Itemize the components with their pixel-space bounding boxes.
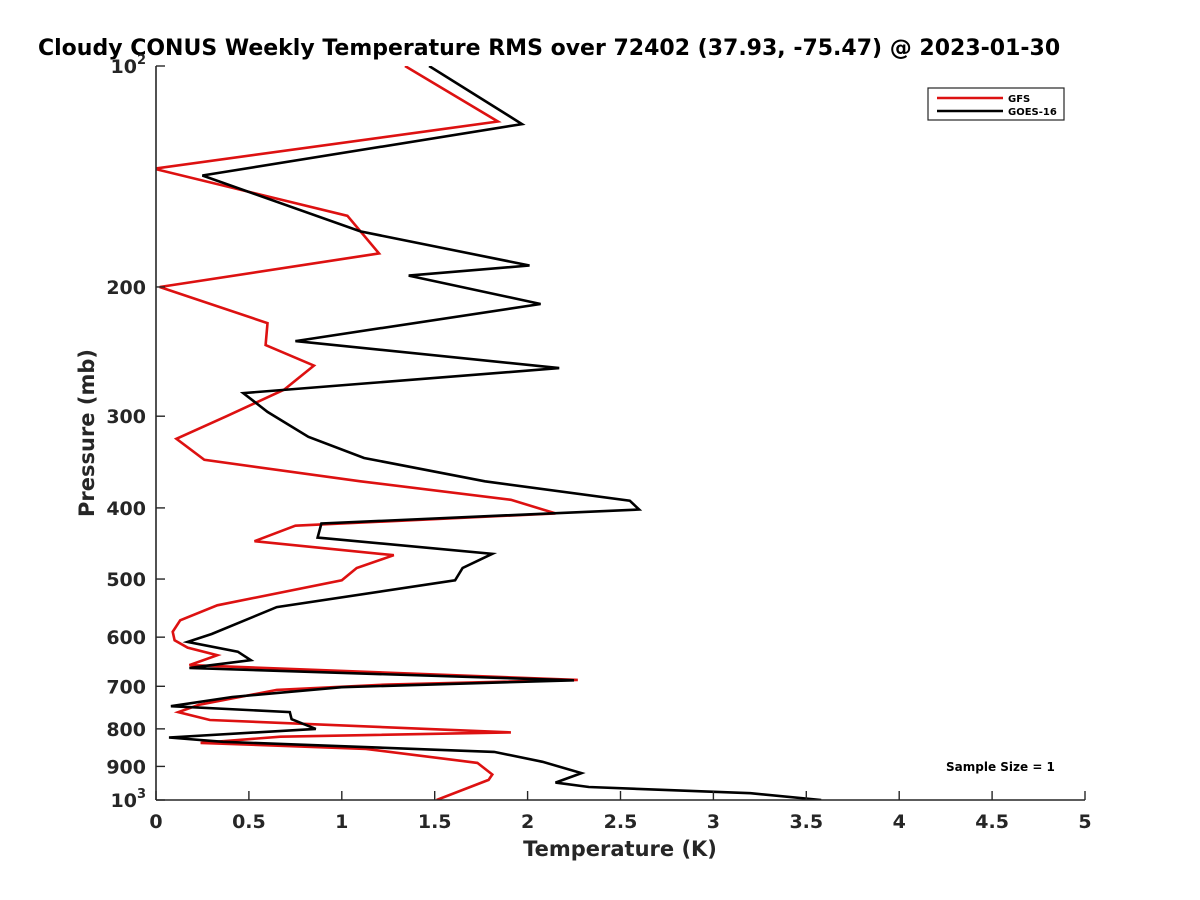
y-tick-label: 800	[106, 719, 146, 741]
x-tick-label: 0	[149, 811, 162, 833]
y-tick-label: 900	[106, 756, 146, 778]
x-tick-label: 1.5	[418, 811, 452, 833]
plot-area	[156, 66, 822, 800]
y-tick-label: 600	[106, 627, 146, 649]
y-tick-label: 102	[111, 53, 147, 78]
x-tick-label: 4	[893, 811, 906, 833]
x-tick-label: 5	[1078, 811, 1091, 833]
y-tick-label: 300	[106, 406, 146, 428]
x-tick-label: 2.5	[604, 811, 638, 833]
chart-title: Cloudy CONUS Weekly Temperature RMS over…	[38, 36, 1060, 61]
series-line-gfs	[156, 66, 578, 800]
x-axis-label: Temperature (K)	[523, 837, 717, 861]
x-tick-label: 3	[707, 811, 720, 833]
legend-label-gfs: GFS	[1008, 94, 1030, 105]
x-tick-label: 2	[521, 811, 534, 833]
y-axis-ticks: 102 200 300 400 500 600 700 800 900 103	[106, 53, 165, 812]
series-layer	[156, 66, 822, 800]
legend: GFS GOES-16	[927, 87, 1065, 121]
sample-size-annotation: Sample Size = 1	[946, 760, 1055, 774]
series-line-goes-16	[168, 66, 822, 800]
y-tick-label: 400	[106, 498, 146, 520]
legend-box	[927, 87, 1065, 121]
x-tick-label: 0.5	[232, 811, 266, 833]
y-tick-label: 103	[111, 787, 147, 812]
y-tick-label: 200	[106, 277, 146, 299]
y-tick-label: 700	[106, 676, 146, 698]
x-axis-ticks: 0 0.5 1 1.5 2 2.5 3 3.5 4 4.5 5	[149, 791, 1092, 833]
x-tick-label: 1	[335, 811, 348, 833]
x-tick-label: 3.5	[789, 811, 823, 833]
y-axis-label: Pressure (mb)	[75, 349, 99, 517]
legend-label-goes-16: GOES-16	[1008, 107, 1057, 118]
x-tick-label: 4.5	[975, 811, 1009, 833]
y-tick-label: 500	[106, 569, 146, 591]
